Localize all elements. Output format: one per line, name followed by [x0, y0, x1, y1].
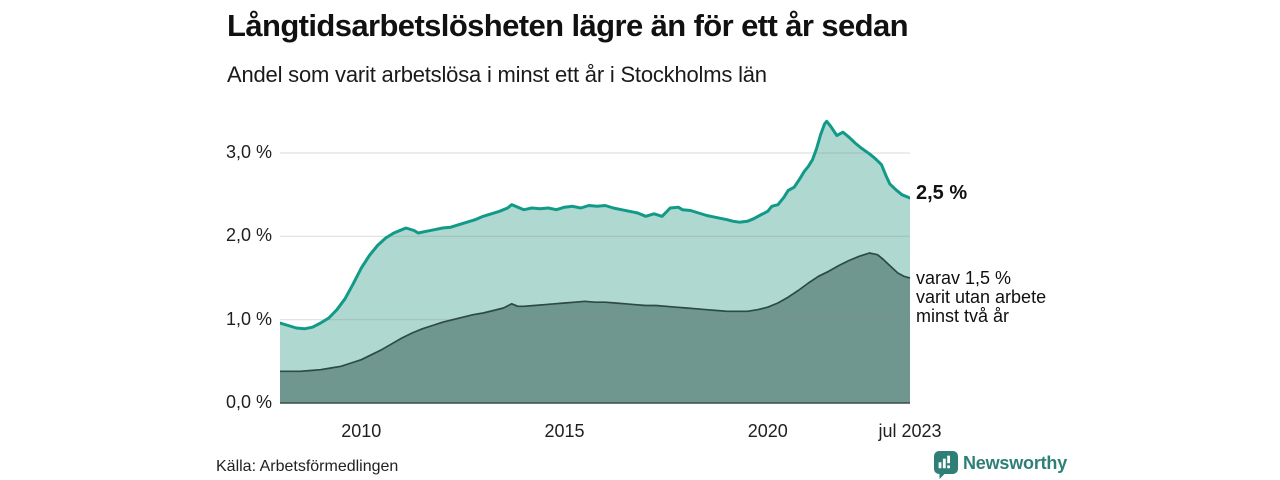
newsworthy-brand: Newsworthy: [934, 451, 1067, 479]
chart-svg: [280, 119, 910, 404]
annotation-two-year-line: varav 1,5 %: [916, 268, 1012, 288]
y-tick-label: 1,0 %: [225, 308, 272, 329]
line-two-year: [280, 252, 910, 373]
annotation-two-year: varav 1,5 % varit utan arbete minst två år: [916, 269, 1046, 326]
area-two-year: [280, 253, 910, 403]
line-total-1yr: [280, 119, 910, 331]
annotation-two-year-line: varit utan arbete: [916, 287, 1047, 307]
x-tick-label: 2020: [747, 421, 788, 441]
annotation-two-year-line: minst två år: [916, 306, 1010, 326]
annotation-latest-total: 2,5 %: [916, 182, 968, 204]
y-tick-label: 3,0 %: [225, 142, 272, 162]
newsworthy-pin-barchart-icon: [934, 451, 958, 479]
newsworthy-brand-name: Newsworthy: [963, 453, 1068, 473]
page-subtitle: Andel som varit arbetslösa i minst ett å…: [227, 62, 767, 87]
y-tick-label: 0,0 %: [225, 392, 272, 412]
y-tick-label: 2,0 %: [225, 225, 272, 246]
x-tick-label: jul 2023: [878, 421, 942, 441]
y-axis-labels: 0,0 % 1,0 % 2,0 % 3,0 %: [202, 0, 272, 480]
x-tick-label: 2010: [341, 421, 382, 441]
page-title: Långtidsarbetslösheten lägre än för ett …: [227, 8, 909, 43]
x-tick-label: 2015: [544, 421, 585, 441]
source-label: Källa: Arbetsförmedlingen: [216, 458, 399, 475]
